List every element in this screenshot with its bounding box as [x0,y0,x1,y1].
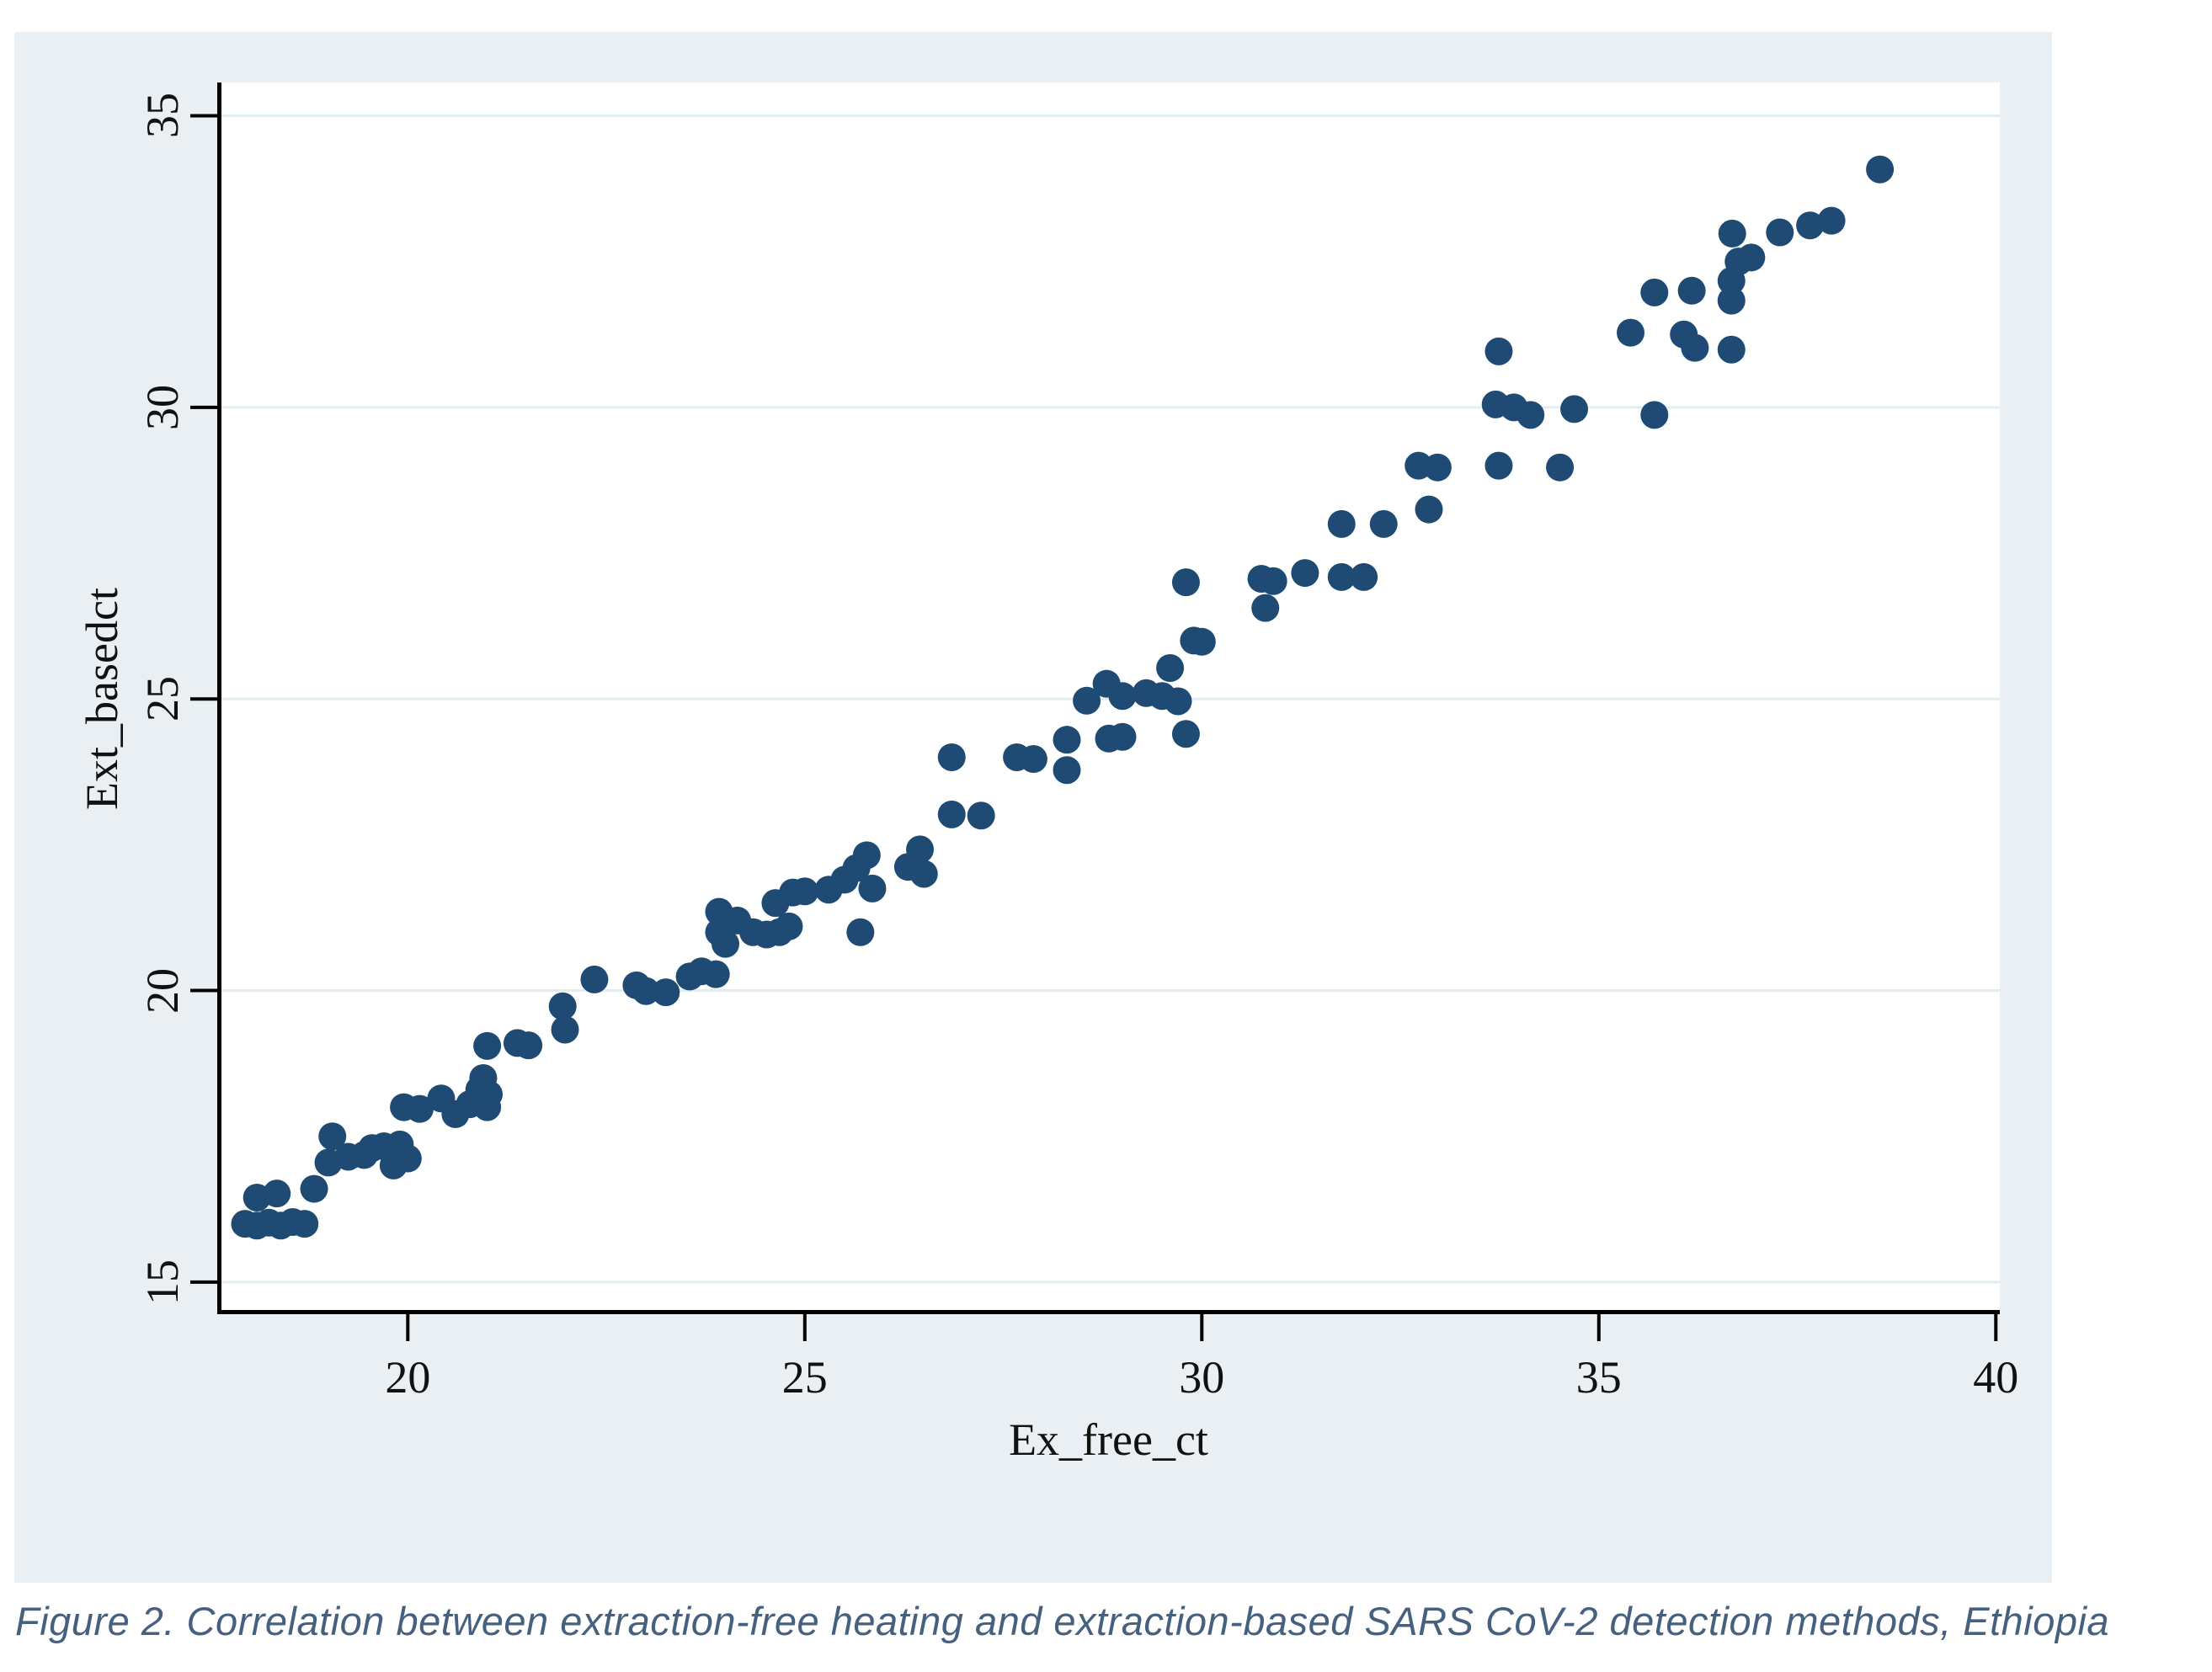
data-point [1737,243,1766,272]
data-point [1019,745,1047,774]
x-axis-title: Ex_free_ct [1009,1414,1208,1465]
data-point [1327,509,1356,538]
data-point [548,992,577,1020]
data-point [858,874,887,903]
data-point [1187,627,1216,656]
data-point [1053,726,1081,754]
data-point [1171,720,1200,748]
data-point [937,800,966,828]
data-point [1251,594,1280,622]
data-point [263,1179,291,1208]
data-point [1617,318,1645,347]
x-tick-label: 30 [1179,1352,1225,1403]
data-point [937,743,966,771]
x-tick-label: 25 [781,1352,828,1403]
y-tick-label: 35 [137,93,188,139]
data-point [632,977,660,1005]
data-point [1817,206,1846,235]
data-point [791,877,819,906]
data-point [1291,559,1319,588]
y-tick-label: 25 [137,676,188,722]
data-point [580,965,609,993]
data-point [1796,211,1825,240]
x-tick-label: 35 [1575,1352,1622,1403]
data-point [1560,395,1589,423]
data-point [1717,286,1746,315]
data-point [1640,278,1669,306]
data-point [701,960,730,988]
data-point [967,801,995,830]
data-point [1718,219,1746,248]
scatter-plot [190,83,2000,1341]
data-point [1681,333,1709,362]
data-point [775,912,803,940]
data-point [906,835,935,864]
data-point [1073,686,1101,715]
data-point [1640,401,1669,429]
data-point [551,1015,579,1044]
figure-canvas: 20 25 30 35 40 15 20 25 30 35 Ex_free_ct Ext_bas… [14,32,2052,1583]
data-point [1516,401,1545,429]
data-point [1423,453,1452,482]
data-point [290,1210,319,1238]
data-point [1717,335,1746,364]
data-point [469,1063,498,1092]
data-point [712,929,740,958]
data-point [393,1144,422,1173]
data-point [1108,722,1137,751]
data-point [1164,687,1192,716]
data-point [1369,509,1398,538]
data-point [1350,562,1378,591]
x-tick-label: 20 [385,1352,431,1403]
data-point [1156,653,1185,682]
data-point [846,918,875,946]
data-point [473,1093,502,1121]
y-axis-title: Ext_basedct [77,587,127,810]
data-point [300,1174,328,1203]
data-point [1546,453,1575,482]
data-point [1484,337,1513,365]
data-point [852,841,881,870]
y-tick-label: 20 [137,967,188,1014]
data-point [1484,451,1513,480]
data-point [1766,218,1794,247]
data-point [909,860,938,888]
figure-caption: Figure 2. Correlation between extraction… [15,1599,2110,1643]
y-tick-label: 15 [137,1259,188,1305]
data-point [1259,567,1287,595]
data-point [1677,276,1706,305]
data-point [1108,682,1137,711]
data-point [1171,568,1200,597]
data-point [473,1031,502,1060]
x-tick-label: 40 [1973,1352,2019,1403]
data-point [652,978,680,1007]
data-point [1866,155,1895,184]
data-point [1415,495,1443,524]
data-point [318,1122,347,1151]
data-point [514,1031,543,1060]
data-point [1053,756,1081,785]
data-point [1327,562,1356,591]
y-tick-label: 30 [137,384,188,430]
data-point [405,1094,434,1123]
